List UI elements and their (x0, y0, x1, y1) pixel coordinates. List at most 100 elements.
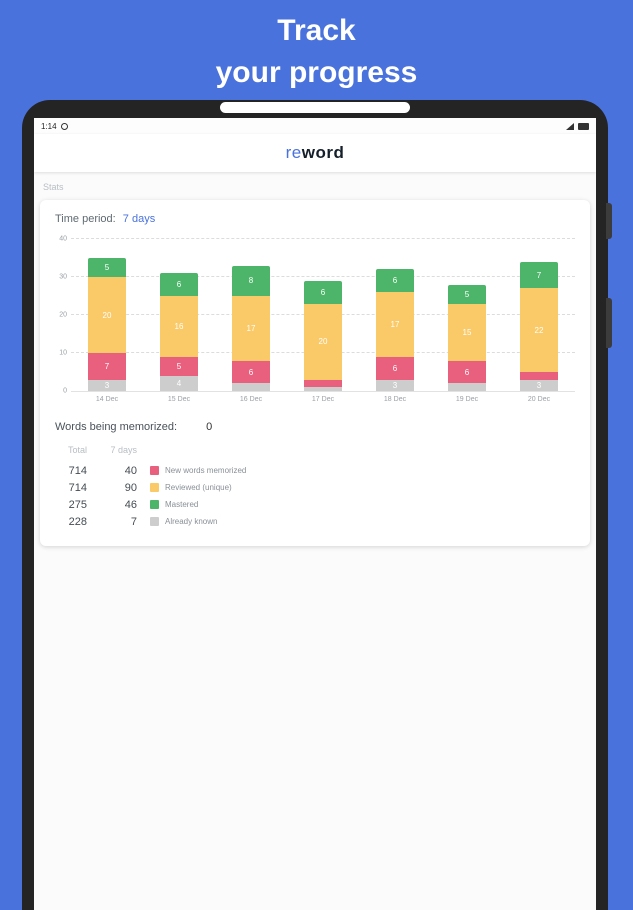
bar-segment: 17 (232, 296, 270, 361)
time-period-selector[interactable]: 7 days (122, 213, 156, 225)
x-axis-label: 20 Dec (527, 396, 551, 403)
y-axis: 0 10 20 30 40 (55, 235, 71, 395)
legend-rows: 714 40 New words memorized 714 90 Reviewed (u… (55, 462, 575, 530)
x-axis-label: 14 Dec (95, 396, 119, 403)
bar-column: 3 7 20 5 (88, 239, 126, 391)
legend-row: 275 46 Mastered (55, 496, 575, 513)
hero-title-line1: Track (277, 14, 356, 47)
hero-banner: Track your progress (0, 0, 633, 94)
bar-segment (520, 372, 558, 380)
bar-column: 6 15 5 (448, 239, 486, 391)
battery-icon (578, 123, 589, 130)
bar-column: 4 5 16 6 (160, 239, 198, 391)
bar-stack: 6 17 8 (232, 265, 270, 391)
bar-segment: 3 (88, 379, 126, 391)
bar-stack: 3 7 20 5 (88, 258, 126, 391)
bar-segment: 15 (448, 303, 486, 361)
legend-header-period: 7 days (110, 445, 137, 455)
bar-segment: 6 (304, 280, 342, 304)
bar-segment: 6 (232, 360, 270, 384)
bar-segment: 6 (160, 273, 198, 297)
stats-card: Time period: 7 days 0 10 20 30 40 3 7 20 5 4 5 16 6… (40, 200, 590, 546)
legend-period-value: 7 (130, 515, 137, 528)
legend-row: 228 7 Already known (55, 513, 575, 530)
bar-segment: 5 (448, 284, 486, 304)
legend-total-value: 714 (68, 464, 87, 477)
bar-segment (448, 383, 486, 391)
bar-column: 6 17 8 (232, 239, 270, 391)
legend-header: Total 7 days (55, 445, 575, 455)
screen: 1:14 reword Stats Time period: 7 days 0 1… (34, 118, 596, 910)
app-logo: reword (286, 143, 345, 163)
bar-column: 3 22 7 (520, 239, 558, 391)
bar-segment: 6 (376, 269, 414, 293)
memorized-row: Words being memorized: 0 (55, 421, 575, 433)
bar-segment: 5 (88, 258, 126, 278)
status-bar: 1:14 (34, 118, 596, 134)
bar-stack: 3 6 17 6 (376, 269, 414, 391)
bar-segment: 7 (88, 353, 126, 380)
legend-swatch (150, 466, 159, 475)
bar-stack: 3 22 7 (520, 261, 558, 391)
gridline (71, 238, 575, 239)
memorized-value: 0 (206, 421, 213, 433)
x-axis-label: 16 Dec (239, 396, 263, 403)
bar-segment: 20 (88, 277, 126, 354)
legend-period-value: 40 (124, 464, 137, 477)
bar-stack: 20 6 (304, 280, 342, 391)
legend-swatch (150, 483, 159, 492)
content-area: Stats Time period: 7 days 0 10 20 30 40 3 7 20… (34, 172, 596, 910)
bar-segment: 4 (160, 375, 198, 391)
bar-segment: 7 (520, 261, 558, 289)
status-time: 1:14 (41, 122, 57, 131)
y-axis-label: 40 (59, 235, 67, 243)
x-axis: 14 Dec 15 Dec 16 Dec 17 Dec 18 Dec 19 Dec 20 D… (71, 396, 575, 403)
notification-icon (60, 123, 68, 130)
legend-swatch (150, 517, 159, 526)
memorized-label: Words being memorized: (55, 421, 178, 433)
x-axis-label: 17 Dec (311, 396, 335, 403)
screen-title: Stats (43, 182, 64, 192)
bar-column: 20 6 (304, 239, 342, 391)
bar-segment: 17 (376, 292, 414, 357)
legend-total-value: 714 (68, 481, 87, 494)
bar-stack: 6 15 5 (448, 284, 486, 391)
bar-segment: 20 (304, 303, 342, 380)
bar-segment (304, 387, 342, 391)
bar-segment: 6 (448, 360, 486, 384)
volume-button (606, 203, 612, 239)
y-axis-label: 0 (63, 387, 67, 395)
bar-segment: 6 (376, 356, 414, 380)
legend-total-value: 275 (68, 498, 87, 511)
bar-segment: 16 (160, 296, 198, 357)
bar-column: 3 6 17 6 (376, 239, 414, 391)
bar-segment: 22 (520, 288, 558, 373)
bar-segment: 3 (376, 379, 414, 391)
time-period-label: Time period: (55, 213, 116, 225)
bar-segment: 3 (520, 379, 558, 391)
chart-plot: 3 7 20 5 4 5 16 6 6 17 8 20 6 3 6 17 6 6 15 5 3 22 7 (71, 238, 575, 392)
legend-header-total: Total (67, 445, 87, 455)
bar-stack: 4 5 16 6 (160, 273, 198, 391)
bar-segment: 8 (232, 265, 270, 297)
signal-icon (566, 123, 574, 130)
hero-title-line2: your progress (215, 56, 418, 89)
legend-period-value: 90 (124, 481, 137, 494)
bar-segment (232, 383, 270, 391)
app-bar: reword (34, 134, 596, 172)
plot-wrap: 3 7 20 5 4 5 16 6 6 17 8 20 6 3 6 17 6 6 15 5 3 22 7 14 Dec 15 … (71, 238, 575, 403)
legend-total-value: 228 (68, 515, 87, 528)
tablet-device: 1:14 reword Stats Time period: 7 days 0 1… (22, 100, 612, 910)
logo-re: re (285, 143, 302, 162)
legend-row: 714 40 New words memorized (55, 462, 575, 479)
x-axis-label: 18 Dec (383, 396, 407, 403)
legend-row: 714 90 Reviewed (unique) (55, 479, 575, 496)
bar-segment (304, 379, 342, 388)
y-axis-label: 30 (59, 273, 67, 281)
x-axis-label: 15 Dec (167, 396, 191, 403)
y-axis-label: 10 (59, 349, 67, 357)
bars-container: 3 7 20 5 4 5 16 6 6 17 8 20 6 3 6 17 6 6 15 5 3 22 7 (71, 239, 575, 391)
legend-label: Reviewed (unique) (165, 483, 232, 492)
legend-label: Mastered (165, 500, 199, 509)
progress-chart: 0 10 20 30 40 3 7 20 5 4 5 16 6 6 17 8 20 6 3 6 17 6 6 15 5 3 22 7… (55, 235, 575, 403)
